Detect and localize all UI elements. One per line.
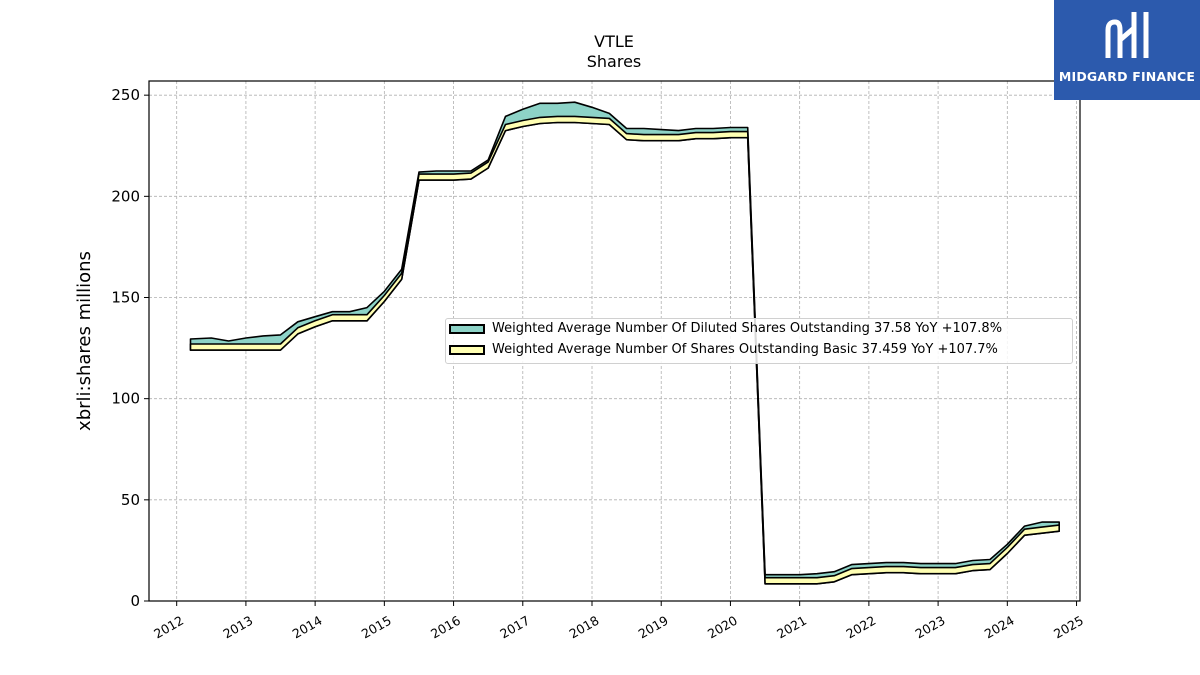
legend-label-basic: Weighted Average Number Of Shares Outsta… bbox=[492, 342, 998, 357]
chart-subtitle: Shares bbox=[586, 52, 642, 71]
x-tick-label: 2023 bbox=[913, 613, 948, 642]
x-tick-label: 2024 bbox=[982, 613, 1017, 642]
x-tick-label: 2021 bbox=[774, 613, 809, 642]
legend-swatch-basic bbox=[449, 345, 485, 355]
x-axis-ticks: 2012 2013 2014 2015 2016 2017 2018 2019 2020 2021… bbox=[151, 601, 1086, 642]
y-tick-label: 0 bbox=[130, 592, 140, 610]
x-tick-label: 2017 bbox=[497, 613, 532, 642]
y-tick-label: 250 bbox=[111, 86, 140, 104]
y-tick-label: 50 bbox=[121, 491, 140, 509]
x-tick-label: 2012 bbox=[151, 613, 186, 642]
series-basic-area bbox=[189, 115, 1060, 585]
y-tick-label: 200 bbox=[111, 187, 140, 205]
logo-mark-icon bbox=[1105, 12, 1149, 58]
y-axis-ticks: 0 50 100 150 200 250 bbox=[111, 86, 149, 610]
y-axis-label: xbrli:shares millions bbox=[74, 251, 95, 431]
y-tick-label: 100 bbox=[111, 390, 140, 408]
y-tick-label: 150 bbox=[111, 288, 140, 306]
series-layer bbox=[189, 101, 1060, 585]
x-tick-label: 2013 bbox=[220, 613, 255, 642]
x-tick-label: 2015 bbox=[359, 613, 394, 642]
x-tick-label: 2016 bbox=[428, 613, 463, 642]
x-tick-label: 2018 bbox=[566, 613, 601, 642]
chart-legend: Weighted Average Number Of Diluted Share… bbox=[445, 318, 1073, 364]
logo-text: MIDGARD FINANCE bbox=[1058, 69, 1196, 84]
chart-title: VTLE bbox=[594, 32, 634, 51]
legend-label-diluted: Weighted Average Number Of Diluted Share… bbox=[492, 321, 1003, 336]
x-tick-label: 2014 bbox=[290, 613, 325, 642]
company-logo: MIDGARD FINANCE bbox=[1054, 0, 1200, 100]
x-tick-label: 2022 bbox=[843, 613, 878, 642]
plot-frame bbox=[148, 80, 1081, 602]
x-tick-label: 2019 bbox=[636, 613, 671, 642]
legend-item-basic: Weighted Average Number Of Shares Outsta… bbox=[446, 342, 1072, 362]
legend-swatch-diluted bbox=[449, 324, 485, 334]
x-tick-label: 2020 bbox=[705, 613, 740, 642]
legend-item-diluted: Weighted Average Number Of Diluted Share… bbox=[446, 321, 1072, 341]
x-tick-label: 2025 bbox=[1051, 613, 1086, 642]
